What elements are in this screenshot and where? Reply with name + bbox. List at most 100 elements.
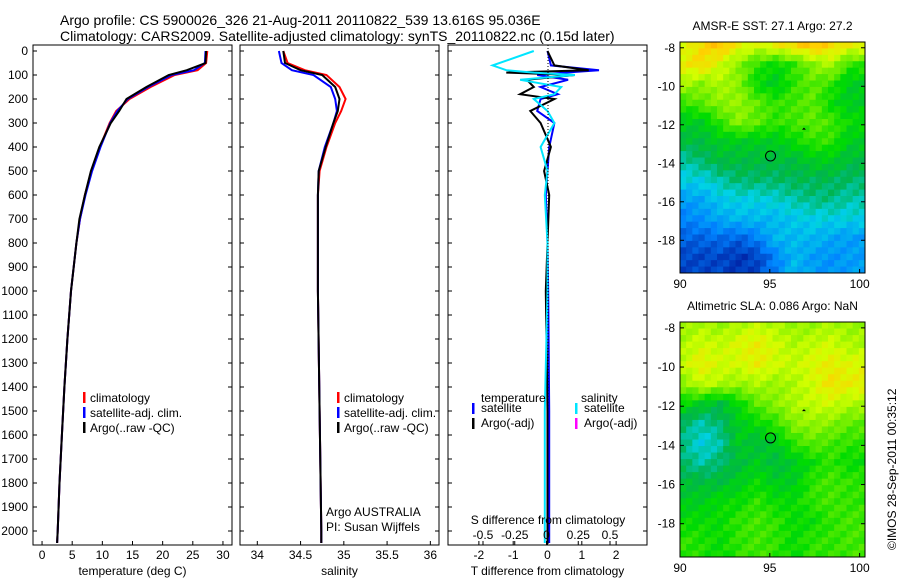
heatmap-cell xyxy=(698,208,706,216)
heatmap-cell xyxy=(840,176,847,184)
heatmap-cell xyxy=(809,93,817,101)
heatmap-cell xyxy=(803,367,810,375)
depth-tick-label: 100 xyxy=(8,68,28,82)
heatmap-cell xyxy=(729,413,736,421)
heatmap-cell xyxy=(723,196,730,203)
heatmap-cell xyxy=(797,426,804,434)
heatmap-cell xyxy=(778,48,786,56)
heatmap-cell xyxy=(717,247,724,255)
heatmap-cell xyxy=(858,446,866,454)
heatmap-cell xyxy=(846,228,854,235)
heatmap-cell xyxy=(754,138,761,146)
heatmap-cell xyxy=(834,151,841,158)
heatmap-cell xyxy=(729,550,736,558)
heatmap-cell xyxy=(735,163,743,171)
heatmap-cell xyxy=(772,367,780,375)
heatmap-cell xyxy=(858,157,866,165)
heatmap-cell xyxy=(791,170,798,178)
heatmap-cell xyxy=(803,112,810,120)
heatmap-cell xyxy=(828,537,835,545)
heatmap-cell xyxy=(803,99,810,107)
heatmap-cell xyxy=(710,228,718,235)
heatmap-cell xyxy=(809,328,817,336)
heatmap-cell xyxy=(784,517,792,525)
island-marker xyxy=(801,127,806,130)
heatmap-cell xyxy=(815,119,823,126)
heatmap-cell xyxy=(760,176,767,184)
heatmap-cell xyxy=(852,426,860,434)
heatmap-cell xyxy=(791,176,798,184)
heatmap-cell xyxy=(729,48,736,56)
heatmap-cell xyxy=(710,170,718,178)
heatmap-cell xyxy=(815,138,823,146)
heatmap-cell xyxy=(735,221,743,229)
heatmap-cell xyxy=(809,387,817,395)
heatmap-cell xyxy=(760,400,767,408)
heatmap-cell xyxy=(858,367,866,375)
heatmap-cell xyxy=(840,491,847,499)
heatmap-cell xyxy=(735,530,743,538)
legend-label: satellite xyxy=(481,401,522,415)
heatmap-cell xyxy=(840,183,847,191)
heatmap-cell xyxy=(791,93,798,101)
heatmap-cell xyxy=(834,322,841,330)
heatmap-cell xyxy=(729,86,736,94)
heatmap-cell xyxy=(692,361,699,369)
heatmap-cell xyxy=(809,524,817,532)
heatmap-cell xyxy=(741,131,749,139)
heatmap-cell xyxy=(760,189,767,197)
x-tick-label: 1 xyxy=(578,548,585,562)
heatmap-cell xyxy=(803,524,810,532)
depth-tick-label: 500 xyxy=(8,164,28,178)
heatmap-cell xyxy=(803,426,810,434)
heatmap-cell xyxy=(710,86,718,94)
heatmap-cell xyxy=(680,530,687,538)
heatmap-cell xyxy=(680,498,687,506)
heatmap-cell xyxy=(754,550,761,558)
heatmap-cell xyxy=(846,537,854,545)
heatmap-cell xyxy=(803,48,810,56)
heatmap-cell xyxy=(803,504,810,512)
heatmap-cell xyxy=(723,119,730,126)
heatmap-cell xyxy=(766,138,773,146)
heatmap-cell xyxy=(803,151,810,158)
heatmap-cell xyxy=(723,504,730,512)
heatmap-cell xyxy=(834,163,841,171)
heatmap-cell xyxy=(815,42,823,49)
heatmap-cell xyxy=(821,202,829,210)
heatmap-cell xyxy=(729,335,736,343)
heatmap-cell xyxy=(754,498,761,506)
heatmap-cell xyxy=(729,478,736,486)
heatmap-cell xyxy=(846,341,854,349)
heatmap-cell xyxy=(729,400,736,408)
heatmap-cell xyxy=(754,61,761,69)
heatmap-cell xyxy=(754,157,761,165)
heatmap-cell xyxy=(717,260,724,268)
heatmap-cell xyxy=(704,170,712,178)
heatmap-cell xyxy=(692,511,699,519)
heatmap-cell xyxy=(741,400,749,408)
heatmap-cell xyxy=(846,439,854,447)
heatmap-cell xyxy=(778,491,786,499)
heatmap-cell xyxy=(686,202,693,210)
heatmap-cell xyxy=(858,341,866,349)
heatmap-cell xyxy=(858,189,866,197)
heatmap-cell xyxy=(846,266,854,274)
heatmap-cell xyxy=(766,202,773,210)
heatmap-cell xyxy=(803,387,810,395)
heatmap-cell xyxy=(815,530,823,538)
heatmap-cell xyxy=(741,426,749,434)
heatmap-cell xyxy=(729,465,736,473)
heatmap-cell xyxy=(852,472,860,480)
heatmap-cell xyxy=(741,517,749,525)
heatmap-cell xyxy=(828,550,835,558)
heatmap-cell xyxy=(766,208,773,216)
heatmap-cell xyxy=(809,452,817,460)
heatmap-cell xyxy=(723,74,730,81)
heatmap-cell xyxy=(840,478,847,486)
heatmap-cell xyxy=(772,189,780,197)
heatmap-cell xyxy=(834,380,841,388)
heatmap-cell xyxy=(754,374,761,382)
map-frame xyxy=(679,41,866,274)
